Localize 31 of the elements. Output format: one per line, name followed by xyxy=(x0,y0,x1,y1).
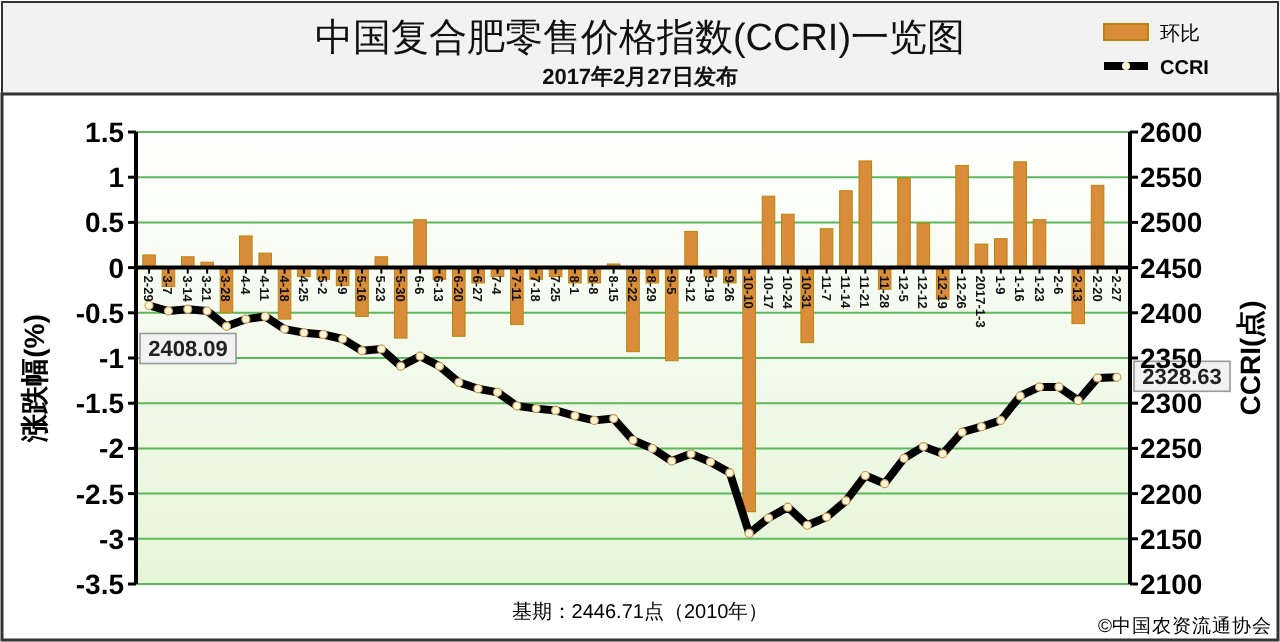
y2-tick-label: 2150 xyxy=(1140,522,1203,555)
data-label: 2408.09 xyxy=(148,338,228,363)
legend-label: 环比 xyxy=(1160,22,1200,46)
y2-tick-label: 2300 xyxy=(1140,387,1203,420)
data-label: 2328.63 xyxy=(1142,366,1222,391)
y2-tick-label: 2550 xyxy=(1140,161,1203,194)
y2-tick-label: 2600 xyxy=(1140,116,1203,148)
y2-tick-label: 2500 xyxy=(1140,206,1203,239)
y-tick-label: -2.5 xyxy=(75,477,125,510)
y2-tick-label: 2200 xyxy=(1140,477,1203,510)
y-tick-label: -1.5 xyxy=(75,387,125,420)
y2-tick-label: 2100 xyxy=(1140,568,1203,600)
y-tick-label: -3 xyxy=(99,522,125,555)
y-tick-label: 1.5 xyxy=(85,116,125,148)
legend-label: CCRI xyxy=(1160,58,1210,80)
y-tick-label: 1 xyxy=(108,161,125,194)
y-tick-label: 0 xyxy=(108,251,125,284)
chart-subtitle: 2017年2月27日发布 xyxy=(542,64,738,90)
y-tick-label: -0.5 xyxy=(75,296,125,329)
y2-axis-title: CCRI(点) xyxy=(1234,300,1266,416)
chart-title: 中国复合肥零售价格指数(CCRI)一览图 xyxy=(314,18,966,60)
y-tick-label: 0.5 xyxy=(85,206,125,239)
y-tick-label: -2 xyxy=(99,432,125,465)
y-axis-title: 涨跌幅(%) xyxy=(18,314,50,444)
y-tick-label: -3.5 xyxy=(75,568,125,600)
y2-tick-label: 2450 xyxy=(1140,251,1203,284)
y-tick-label: -1 xyxy=(99,342,125,374)
y2-tick-label: 2250 xyxy=(1140,432,1203,465)
y2-tick-label: 2400 xyxy=(1140,296,1203,329)
text: ©中国农资流通协会 xyxy=(1098,614,1272,638)
text: 基期：2446.71点（2010年） xyxy=(511,600,769,624)
